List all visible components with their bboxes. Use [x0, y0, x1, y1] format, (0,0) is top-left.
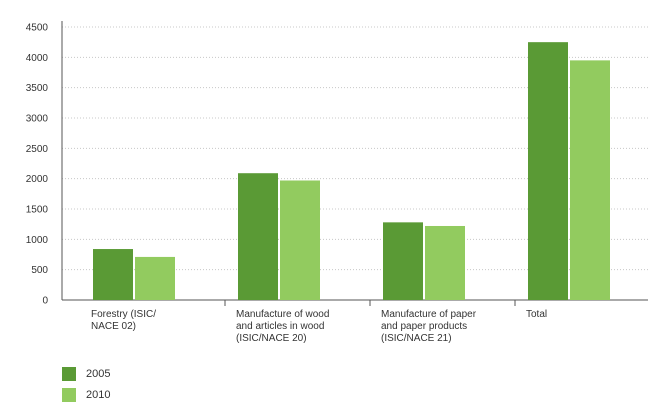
bar-2005-0 — [93, 249, 133, 300]
x-category-label-line: Manufacture of paper — [381, 309, 477, 320]
x-category-label: Total — [526, 309, 547, 320]
x-category-label-line: NACE 02) — [91, 321, 136, 332]
x-category-label-line: Forestry (ISIC/ — [91, 309, 156, 320]
bar-2010-3 — [570, 60, 610, 300]
y-tick-label: 500 — [31, 265, 48, 276]
bar-2005-2 — [383, 222, 423, 300]
y-tick-label: 0 — [42, 296, 48, 307]
bar-chart: 0 500 1000 1500 2000 2500 3000 3500 4000 4500 Fore… — [26, 21, 648, 344]
bar-2010-2 — [425, 225, 465, 300]
y-tick-label: 2500 — [26, 144, 49, 155]
x-category-label: Forestry (ISIC/NACE 02) — [91, 309, 156, 332]
bar-2010-1 — [280, 180, 320, 300]
y-tick-label: 1000 — [26, 235, 49, 246]
y-tick-label: 4500 — [26, 23, 49, 34]
legend-label-2005: 2005 — [86, 368, 111, 380]
x-category-label: Manufacture of wood and articles in wood(… — [236, 309, 329, 344]
legend-item-2010: 2010 — [62, 388, 110, 402]
y-tick-label: 3500 — [26, 83, 49, 94]
legend-item-2005: 2005 — [62, 367, 110, 381]
x-category-label-line: Total — [526, 309, 547, 320]
x-category-label: Manufacture of paper and paper products (I… — [381, 309, 477, 344]
bar-2010-0 — [135, 256, 175, 300]
legend-swatch-2005 — [62, 367, 76, 381]
y-tick-label: 4000 — [26, 53, 49, 64]
x-category-label-line: and articles in wood — [236, 321, 324, 332]
y-tick-label: 2000 — [26, 174, 49, 185]
x-category-label-line: Manufacture of wood — [236, 309, 329, 320]
x-category-label-line: (ISIC/NACE 20) — [236, 333, 307, 344]
x-category-label-line: (ISIC/NACE 21) — [381, 333, 452, 344]
y-tick-label: 3000 — [26, 114, 49, 125]
bar-2005-1 — [238, 173, 278, 300]
x-category-label-line: and paper products — [381, 321, 467, 332]
y-tick-label: 1500 — [26, 205, 49, 216]
legend-swatch-2010 — [62, 388, 76, 402]
legend-label-2010: 2010 — [86, 389, 111, 401]
bar-2005-3 — [528, 42, 568, 301]
